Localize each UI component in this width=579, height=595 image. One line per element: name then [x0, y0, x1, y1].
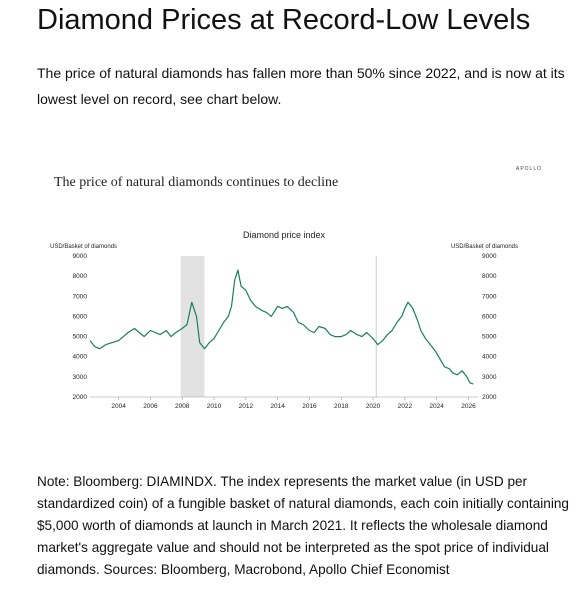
x-tick-label: 2008 — [175, 403, 190, 410]
x-tick-label: 2016 — [302, 403, 317, 410]
chart-note: Note: Bloomberg: DIAMINDX. The index rep… — [37, 474, 569, 577]
recession-band — [180, 256, 205, 397]
chart-headline: The price of natural diamonds continues … — [54, 175, 338, 190]
y-tick-label-left: 8000 — [73, 273, 88, 280]
x-tick-label: 2026 — [461, 403, 476, 410]
y-tick-label-left: 5000 — [73, 334, 88, 341]
y-tick-label-right: 2000 — [482, 394, 497, 401]
y-tick-label-right: 6000 — [482, 313, 497, 320]
diamond-price-chart: The price of natural diamonds continues … — [50, 166, 542, 410]
chart-title: Diamond price index — [243, 230, 326, 240]
intro-paragraph: The price of natural diamonds has fallen… — [37, 65, 565, 107]
y-axis-label-right: USD/Basket of diamonds — [451, 244, 518, 250]
y-axis-label-left: USD/Basket of diamonds — [50, 244, 117, 250]
x-tick-label: 2022 — [398, 403, 413, 410]
y-tick-label-left: 9000 — [73, 253, 88, 260]
y-tick-label-left: 2000 — [73, 394, 88, 401]
x-tick-label: 2004 — [111, 403, 126, 410]
x-tick-label: 2024 — [429, 403, 444, 410]
y-tick-label-right: 8000 — [482, 273, 497, 280]
y-tick-label-right: 9000 — [482, 253, 497, 260]
x-tick-label: 2006 — [143, 403, 158, 410]
x-tick-label: 2018 — [334, 403, 349, 410]
y-tick-label-left: 6000 — [73, 313, 88, 320]
page-title: Diamond Prices at Record-Low Levels — [37, 4, 531, 36]
x-tick-label: 2014 — [270, 403, 285, 410]
series-line-diamond-price-index — [89, 269, 474, 385]
y-tick-label-left: 3000 — [73, 374, 88, 381]
y-tick-label-right: 3000 — [482, 374, 497, 381]
x-tick-label: 2010 — [207, 403, 222, 410]
brand-logo-text: APOLLO — [516, 166, 542, 172]
y-tick-label-right: 4000 — [482, 354, 497, 361]
y-tick-label-left: 4000 — [73, 354, 88, 361]
y-tick-label-right: 5000 — [482, 334, 497, 341]
x-tick-label: 2020 — [366, 403, 381, 410]
y-tick-label-right: 7000 — [482, 293, 497, 300]
y-tick-label-left: 7000 — [73, 293, 88, 300]
x-tick-label: 2012 — [239, 403, 254, 410]
chart-container: The price of natural diamonds continues … — [40, 155, 550, 425]
